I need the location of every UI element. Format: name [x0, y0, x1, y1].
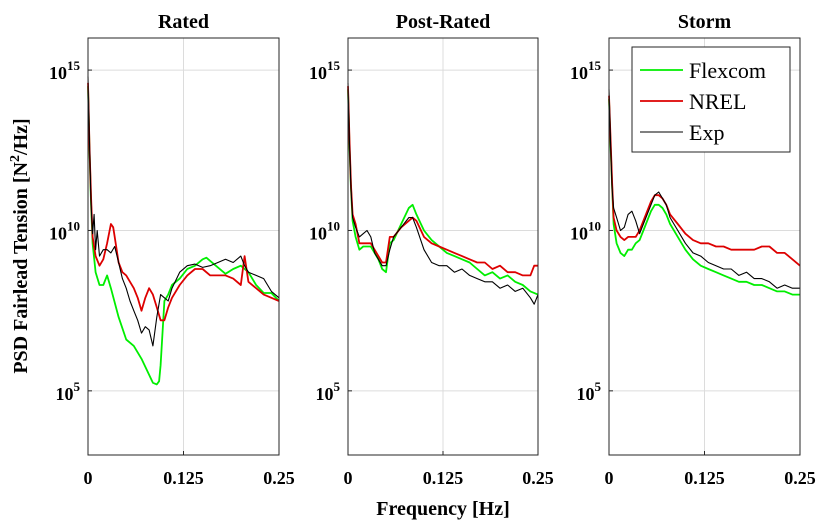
x-tick-label: 0.25 [263, 468, 295, 488]
panel-post-rated: 0 0.125 0.25 1015 1010 105 Post-Rated [309, 11, 554, 488]
legend-label-nrel: NREL [689, 89, 746, 114]
y-tick-label: 105 [316, 379, 341, 404]
y-tick-label: 1015 [309, 58, 341, 83]
panel-rated: 0 0.125 0.25 1015 1010 105 Rated [49, 11, 295, 488]
x-tick-label: 0.25 [522, 468, 554, 488]
y-tick-label: 1010 [49, 218, 80, 243]
x-tick-label: 0 [605, 468, 614, 488]
y-axis-label: PSD Fairlead Tension [N2/Hz] [8, 118, 32, 373]
y-tick-label: 1010 [309, 218, 340, 243]
y-tick-label: 1015 [570, 58, 602, 83]
series-line-nrel [347, 86, 538, 277]
legend: Flexcom NREL Exp [631, 46, 791, 153]
x-tick-label: 0 [84, 468, 93, 488]
y-tick-label: 1010 [570, 218, 601, 243]
y-tick-label: 105 [56, 379, 81, 404]
y-tick-label: 105 [577, 379, 602, 404]
x-tick-label: 0.125 [423, 468, 464, 488]
x-tick-label: 0.125 [163, 468, 204, 488]
legend-label-exp: Exp [689, 120, 724, 145]
series-line-flexcom [347, 89, 539, 296]
series-line-flexcom [87, 86, 280, 386]
x-tick-label: 0.125 [684, 468, 725, 488]
legend-box [631, 46, 791, 153]
series-line-nrel [87, 82, 280, 322]
series-line-exp [87, 76, 280, 347]
legend-label-flexcom: Flexcom [689, 58, 766, 83]
series-line-exp [347, 82, 539, 305]
panel-title: Post-Rated [396, 11, 490, 33]
panel-title: Rated [158, 11, 209, 33]
x-tick-label: 0.25 [784, 468, 816, 488]
series-line-exp [608, 89, 800, 289]
panel-title: Storm [678, 11, 732, 33]
y-tick-label: 1015 [49, 58, 81, 83]
series-line-flexcom [608, 98, 800, 296]
x-tick-label: 0 [344, 468, 353, 488]
x-axis-label: Frequency [Hz] [376, 498, 510, 520]
